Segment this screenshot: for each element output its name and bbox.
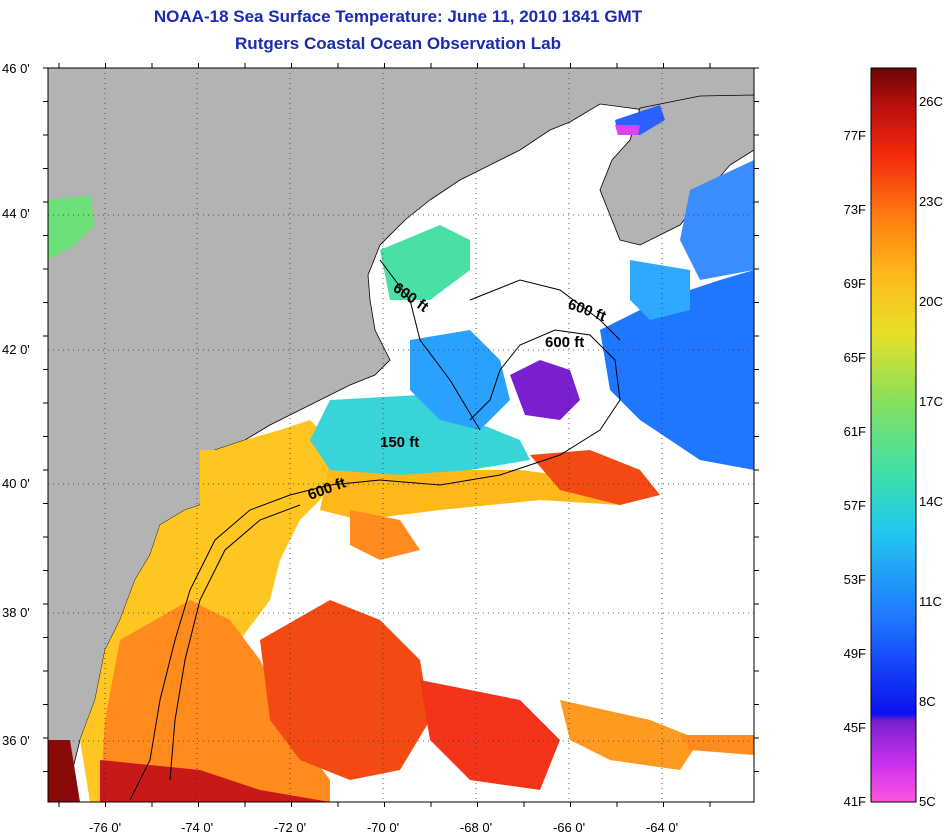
colorbar-c-label: 20C	[919, 294, 943, 309]
bathymetry-contours	[129, 259, 621, 801]
colorbar-f-label: 73F	[844, 202, 866, 217]
lon-label: -64 0'	[646, 820, 678, 835]
colorbar	[870, 67, 917, 803]
sst-field	[48, 105, 754, 802]
colorbar-f-label: 45F	[844, 720, 866, 735]
contour-label: 600 ft	[545, 334, 584, 351]
colorbar-c-label: 8C	[919, 694, 936, 709]
contour-label: 150 ft	[380, 434, 419, 451]
lon-label: -70 0'	[367, 820, 399, 835]
lon-label: -74 0'	[181, 820, 213, 835]
colorbar-fahrenheit-labels: 77F 73F 69F 65F 61F 57F 53F 49F 45F 41F	[844, 128, 866, 809]
map-frame	[47, 67, 755, 803]
colorbar-f-label: 41F	[844, 794, 866, 809]
colorbar-c-label: 14C	[919, 494, 943, 509]
colorbar-c-label: 17C	[919, 394, 943, 409]
lat-label: 40 0'	[2, 476, 30, 491]
lat-label: 42 0'	[2, 342, 30, 357]
lat-label: 36 0'	[2, 733, 30, 748]
colorbar-c-label: 5C	[919, 794, 936, 809]
longitude-labels: -76 0' -74 0' -72 0' -70 0' -68 0' -66 0…	[89, 820, 678, 835]
colorbar-f-label: 57F	[844, 498, 866, 513]
colorbar-f-label: 77F	[844, 128, 866, 143]
colorbar-celsius-labels: 26C 23C 20C 17C 14C 11C 8C 5C	[919, 94, 943, 809]
axis-ticks	[43, 63, 759, 807]
colorbar-f-label: 53F	[844, 572, 866, 587]
map-subtitle: Rutgers Coastal Ocean Observation Lab	[235, 34, 561, 53]
colorbar-c-label: 23C	[919, 194, 943, 209]
lat-label: 38 0'	[2, 605, 30, 620]
colorbar-f-label: 61F	[844, 424, 866, 439]
colorbar-c-label: 26C	[919, 94, 943, 109]
colorbar-f-label: 65F	[844, 350, 866, 365]
latitude-labels: 46 0' 44 0' 42 0' 40 0' 38 0' 36 0'	[2, 61, 30, 748]
lon-label: -72 0'	[274, 820, 306, 835]
lon-label: -76 0'	[89, 820, 121, 835]
lon-label: -66 0'	[553, 820, 585, 835]
map-title: NOAA-18 Sea Surface Temperature: June 11…	[153, 7, 643, 26]
colorbar-c-label: 11C	[919, 594, 942, 609]
lat-label: 46 0'	[2, 61, 30, 76]
lat-label: 44 0'	[2, 206, 30, 221]
lon-label: -68 0'	[460, 820, 492, 835]
colorbar-f-label: 69F	[844, 276, 866, 291]
colorbar-f-label: 49F	[844, 646, 866, 661]
